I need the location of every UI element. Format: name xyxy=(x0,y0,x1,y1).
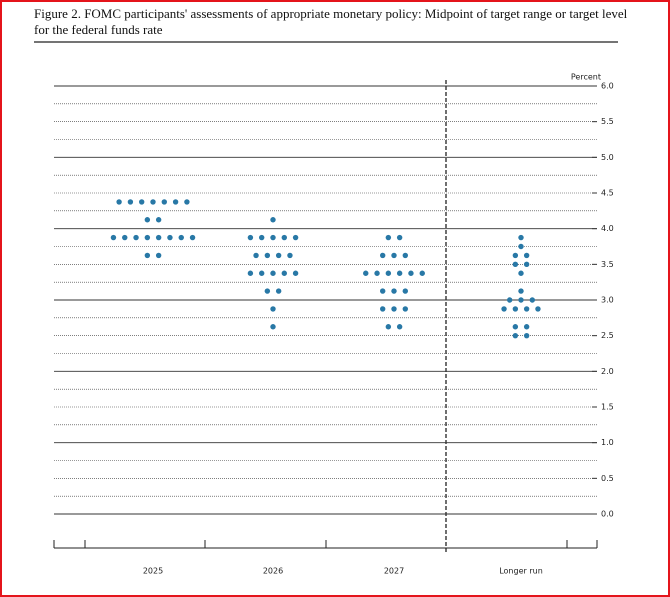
y-tick-label: 2.5 xyxy=(601,331,614,340)
dot xyxy=(523,332,530,339)
dot xyxy=(270,324,276,330)
dot xyxy=(402,288,408,294)
dot xyxy=(523,324,530,330)
dot xyxy=(518,234,524,241)
y-tick-label: 0.0 xyxy=(601,510,614,519)
dot xyxy=(501,306,507,312)
dot xyxy=(523,252,530,259)
y-tick-label: 3.5 xyxy=(601,260,614,269)
dot xyxy=(363,270,369,276)
chart-title: Figure 2. FOMC participants' assessments… xyxy=(34,6,628,37)
x-tick-label: 2027 xyxy=(384,567,404,576)
dot xyxy=(144,252,151,259)
dot xyxy=(155,252,162,259)
dot xyxy=(116,199,122,205)
dot xyxy=(150,199,156,205)
dot xyxy=(396,324,403,330)
dot xyxy=(529,297,535,303)
y-tick-label: 1.5 xyxy=(601,403,614,412)
y-tick-label: 2.0 xyxy=(601,367,614,376)
dot xyxy=(507,297,513,303)
dot xyxy=(167,234,173,241)
y-tick-label: 4.0 xyxy=(601,224,614,233)
y-tick-label: 0.5 xyxy=(601,474,614,483)
y-tick-label: 5.5 xyxy=(601,117,614,126)
dot xyxy=(402,306,408,312)
dot xyxy=(270,217,276,223)
dot xyxy=(523,306,530,312)
dot xyxy=(385,324,392,330)
dot xyxy=(155,217,162,223)
dot xyxy=(512,306,519,312)
dot xyxy=(144,234,151,241)
x-tick-label: Longer run xyxy=(499,567,543,576)
dot xyxy=(281,270,287,276)
dot xyxy=(512,332,519,339)
dot xyxy=(275,288,282,294)
dot xyxy=(402,252,408,259)
dot xyxy=(281,234,287,241)
dot xyxy=(139,199,145,205)
dot xyxy=(264,252,271,259)
dot xyxy=(518,288,524,294)
dot xyxy=(264,288,271,294)
dot xyxy=(247,270,254,276)
dot xyxy=(380,252,386,259)
dot xyxy=(391,252,397,259)
dot xyxy=(385,234,392,241)
dot xyxy=(259,270,265,276)
dot xyxy=(512,324,519,330)
y-tick-label: 5.0 xyxy=(601,153,614,162)
x-tick-label: 2025 xyxy=(143,567,163,576)
dot xyxy=(133,234,139,241)
dot xyxy=(270,234,276,241)
dot xyxy=(391,306,397,312)
title-box: Figure 2. FOMC participants' assessments… xyxy=(34,6,628,37)
dot xyxy=(275,252,282,259)
dot xyxy=(512,252,519,259)
dot xyxy=(292,270,299,276)
dot xyxy=(374,270,380,276)
dot xyxy=(144,217,151,223)
dot xyxy=(512,261,519,268)
dot xyxy=(122,234,128,241)
dot xyxy=(380,306,386,312)
dot xyxy=(270,270,276,276)
y-tick-label: 6.0 xyxy=(601,82,614,91)
dot xyxy=(127,199,134,205)
dot xyxy=(172,199,179,205)
dot xyxy=(408,270,414,276)
x-tick-label: 2026 xyxy=(263,567,283,576)
dot xyxy=(419,270,425,276)
dot xyxy=(385,270,392,276)
dot xyxy=(518,297,524,303)
dot xyxy=(253,252,259,259)
dot xyxy=(535,306,541,312)
dot xyxy=(391,288,397,294)
y-tick-label: 3.0 xyxy=(601,296,614,305)
dot xyxy=(523,261,530,268)
dot xyxy=(518,270,524,276)
dot xyxy=(380,288,386,294)
dot xyxy=(287,252,293,259)
y-tick-label: 1.0 xyxy=(601,438,614,447)
dot xyxy=(270,306,276,312)
dot xyxy=(292,234,299,241)
dot xyxy=(518,243,524,250)
dot xyxy=(110,234,117,241)
dot xyxy=(189,234,196,241)
dot xyxy=(184,199,190,205)
dot xyxy=(396,234,403,241)
dot xyxy=(155,234,162,241)
y-axis-label: Percent xyxy=(571,73,601,82)
dot xyxy=(247,234,254,241)
dot xyxy=(161,199,167,205)
dot xyxy=(259,234,265,241)
dot xyxy=(396,270,403,276)
y-tick-label: 4.5 xyxy=(601,189,614,198)
dot xyxy=(178,234,184,241)
